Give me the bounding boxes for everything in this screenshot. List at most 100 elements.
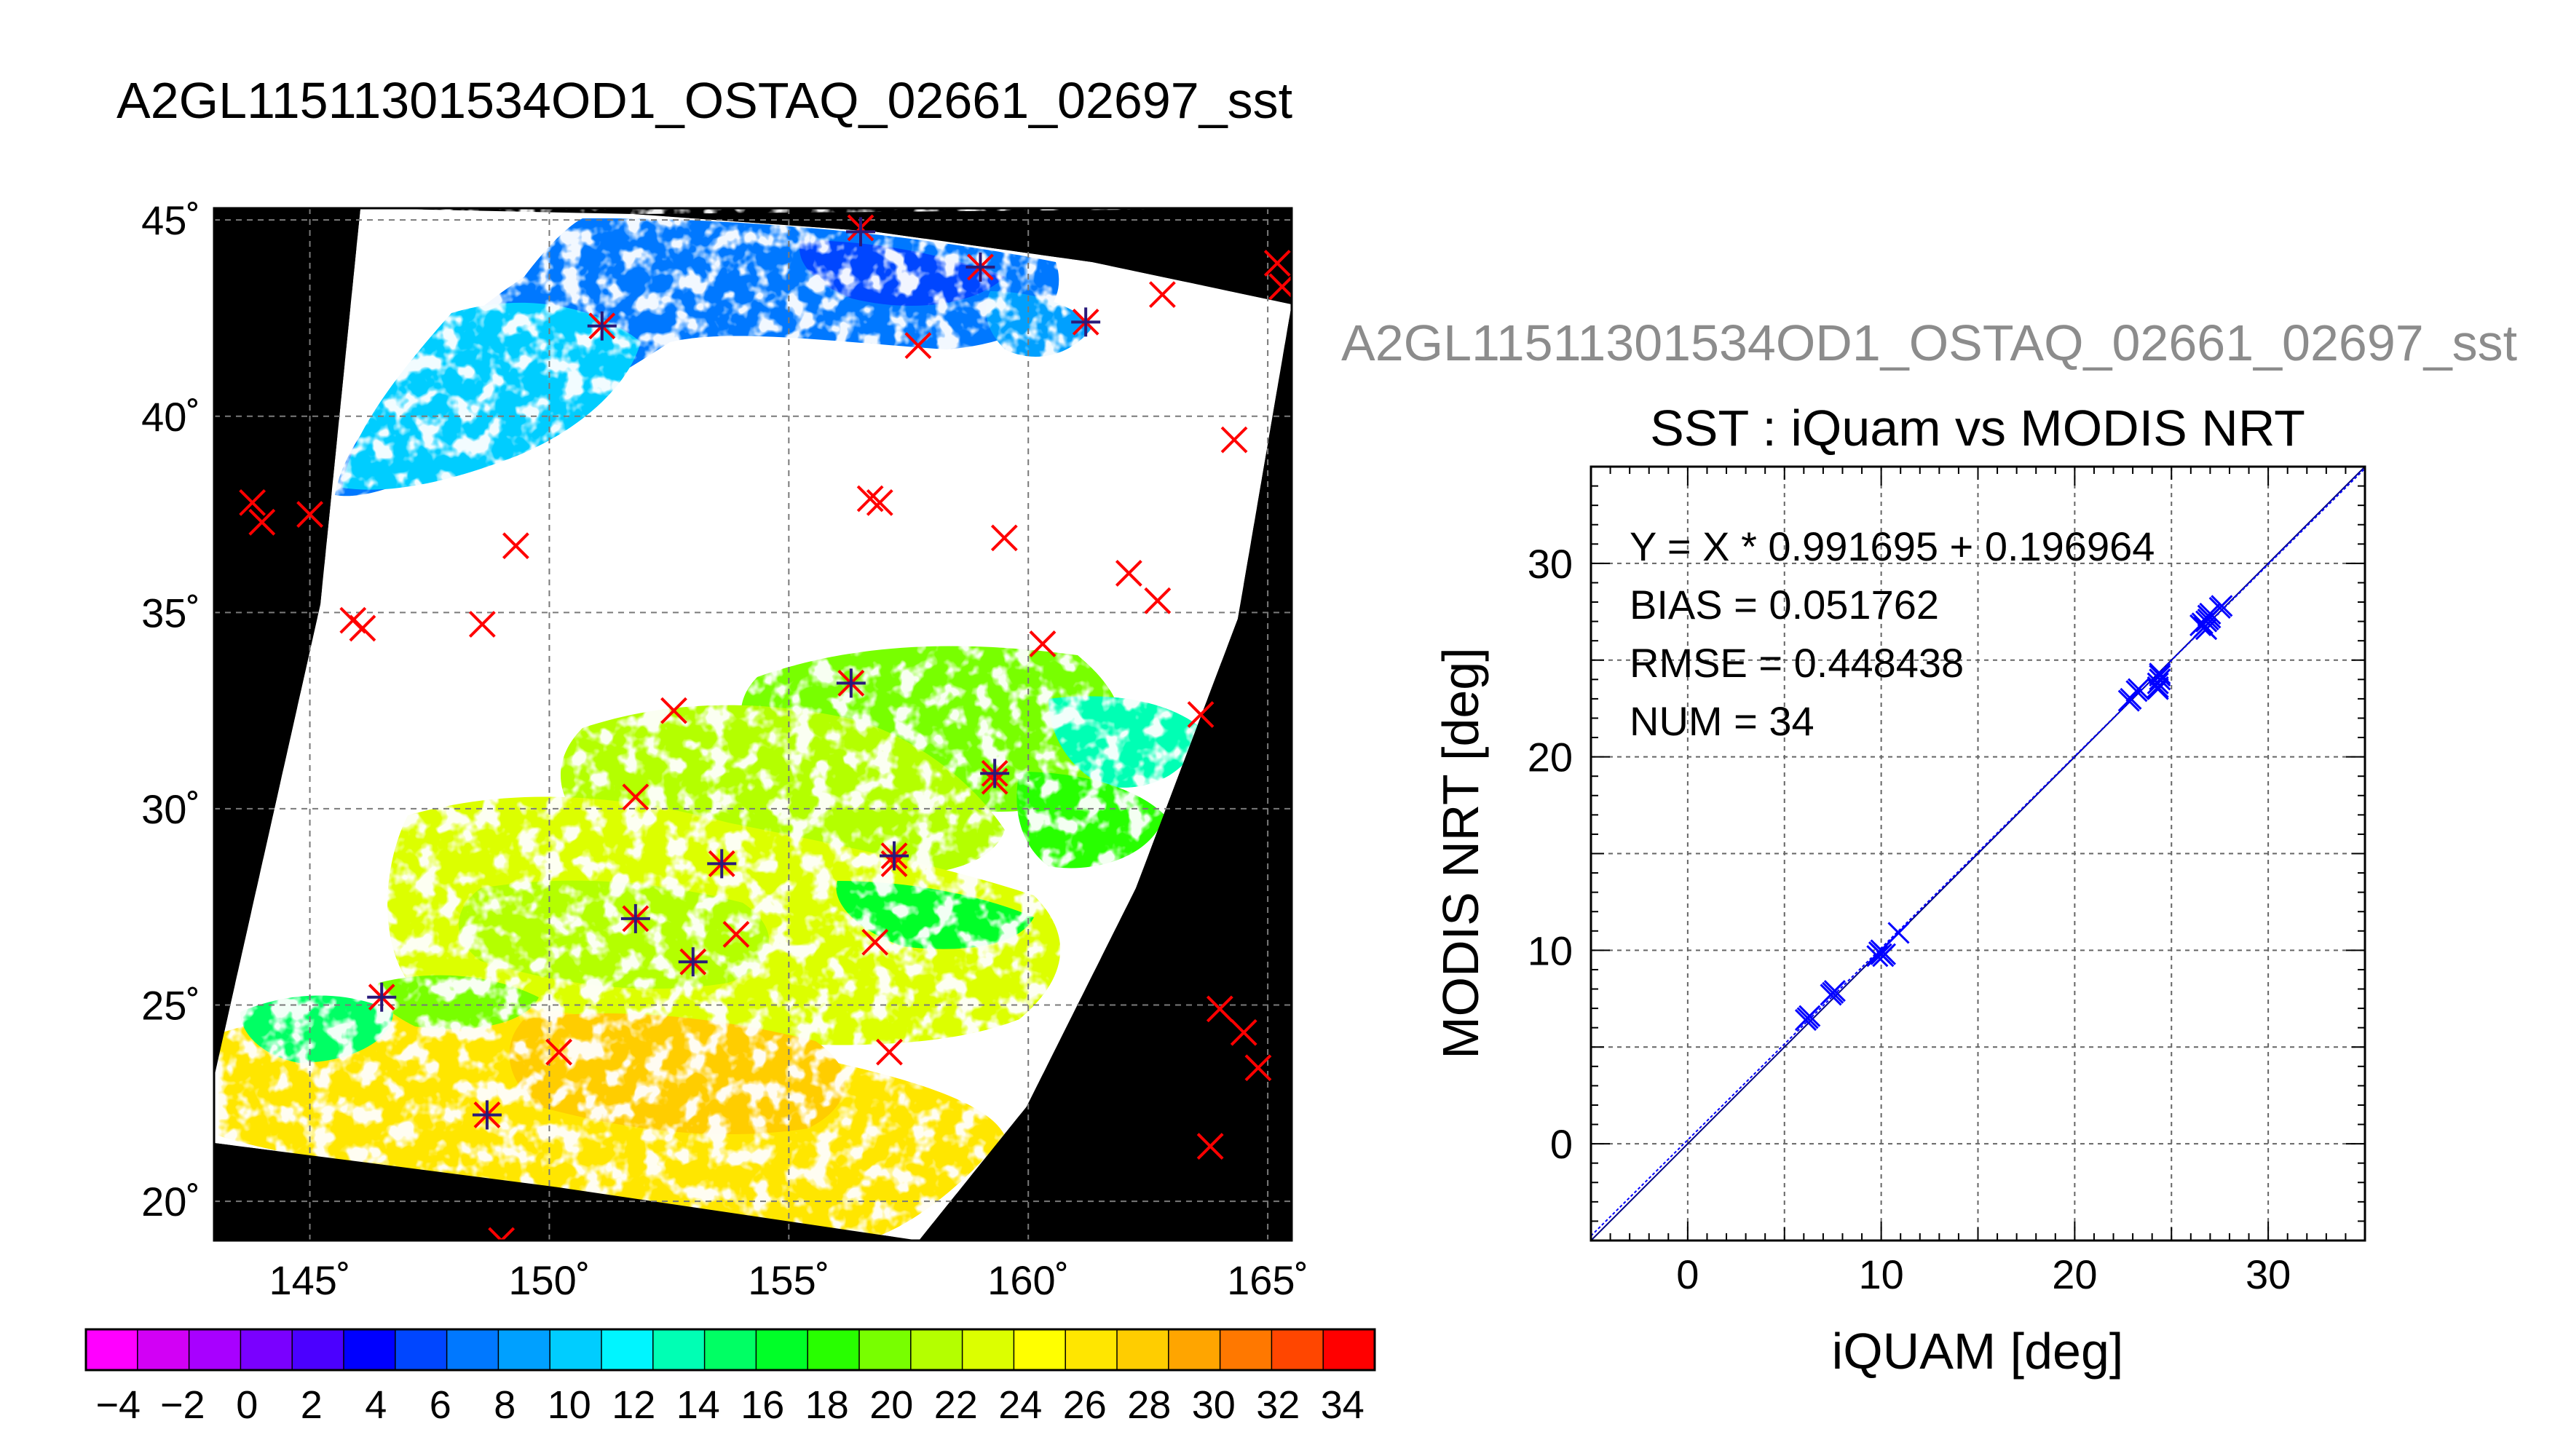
scatter-y-axis-label: MODIS NRT [deg] <box>1432 647 1489 1059</box>
iquam-marker <box>1148 281 1176 309</box>
iquam-marker <box>468 611 496 638</box>
iquam-marker <box>1332 1158 1357 1182</box>
colorbar-tick-label: 34 <box>1321 1383 1365 1427</box>
colorbar-cells <box>86 1329 1375 1370</box>
scatter-y-tick-label: 10 <box>1528 927 1573 973</box>
colorbar-tick-label: 28 <box>1127 1383 1171 1427</box>
scatter-ticks <box>1590 466 2366 1241</box>
scatter-point <box>2193 616 2216 638</box>
scatter-point <box>2147 678 2169 700</box>
map-y-tick-label: 30˚ <box>141 786 200 832</box>
rmse-value: RMSE = 0.448438 <box>1630 640 1964 686</box>
page-title: A2GL11511301534OD1_OSTAQ_02661_02697_sst <box>117 72 1292 129</box>
count-value: NUM = 34 <box>1630 698 1814 744</box>
iquam-marker <box>904 332 932 360</box>
colorbar-tick-label: 22 <box>934 1383 978 1427</box>
iquam-marker <box>349 614 376 642</box>
colorbar-tick-labels: −4 −2 0 2 4 6 8 10 12 14 16 18 20 22 24 26 28 30 32 34 <box>95 1383 1364 1427</box>
modis-marker <box>880 841 909 871</box>
colorbar-cell <box>652 1329 706 1370</box>
colorbar-cell <box>601 1329 654 1370</box>
iquam-marker <box>1268 273 1292 301</box>
iquam-marker <box>990 524 1018 552</box>
colorbar-cell <box>137 1329 190 1370</box>
scatter-x-tick-label: 0 <box>1676 1251 1699 1297</box>
scatter-y-tick-label: 0 <box>1550 1121 1573 1167</box>
scatter-point <box>1870 943 1892 965</box>
colorbar-cell <box>910 1329 963 1370</box>
iquam-marker <box>660 697 687 724</box>
map-y-tick-label: 35˚ <box>141 590 200 636</box>
modis-marker <box>836 668 866 698</box>
scatter-x-tick-label: 10 <box>1858 1251 1903 1297</box>
colorbar-tick-label: 32 <box>1256 1383 1300 1427</box>
colorbar-tick-label: −4 <box>95 1383 141 1427</box>
colorbar-tick-label: 24 <box>998 1383 1042 1427</box>
scatter-point <box>2147 672 2169 695</box>
modis-marker <box>620 903 650 933</box>
colorbar-cell <box>1323 1329 1375 1370</box>
colorbar-tick-label: 2 <box>301 1383 323 1427</box>
map-x-tick-label: 160˚ <box>987 1257 1069 1303</box>
iquam-marker <box>1244 1054 1272 1082</box>
iquam-marker <box>1206 995 1233 1023</box>
colorbar-cell <box>704 1329 757 1370</box>
scatter-point <box>2120 687 2142 710</box>
iquam-marker <box>1115 560 1142 587</box>
iquam-marker <box>866 488 893 516</box>
scatter-x-axis-label: iQUAM [deg] <box>1832 1323 2124 1380</box>
map-grid <box>214 208 1292 1241</box>
map-y-tick-label: 25˚ <box>141 983 200 1029</box>
colorbar-tick-label: 8 <box>494 1383 516 1427</box>
colorbar-cell <box>498 1329 550 1370</box>
colorbar-cell <box>292 1329 344 1370</box>
colorbar-cell <box>1220 1329 1272 1370</box>
colorbar-cell <box>240 1329 293 1370</box>
colorbar-cell <box>395 1329 448 1370</box>
iquam-marker <box>876 1038 903 1066</box>
colorbar-tick-label: 10 <box>548 1383 591 1427</box>
colorbar-cell <box>962 1329 1014 1370</box>
colorbar-cell <box>859 1329 912 1370</box>
colorbar-tick-label: 12 <box>612 1383 655 1427</box>
iquam-marker <box>622 783 649 811</box>
iquam-marker <box>1196 1133 1224 1160</box>
iquam-marker <box>545 1038 573 1066</box>
modis-marker <box>587 311 617 341</box>
iquam-marker <box>502 532 529 560</box>
scatter-point <box>2149 664 2171 687</box>
iquam-marker <box>1404 1216 1429 1241</box>
colorbar-cell <box>1117 1329 1169 1370</box>
colorbar-tick-label: 0 <box>236 1383 258 1427</box>
iquam-marker <box>239 488 266 516</box>
colorbar-cell <box>1168 1329 1221 1370</box>
iquam-marker <box>296 501 323 528</box>
scatter-point <box>1866 945 1889 968</box>
colorbar-cell <box>756 1329 808 1370</box>
colorbar-tick-label: 30 <box>1192 1383 1236 1427</box>
iquam-marker <box>488 1227 516 1241</box>
scatter-point <box>1887 922 1910 944</box>
colorbar-tick-label: 18 <box>805 1383 849 1427</box>
modis-marker <box>1071 307 1101 337</box>
colorbar-cell <box>1271 1329 1324 1370</box>
scatter-point <box>2195 610 2218 633</box>
map-frame <box>213 207 1293 1242</box>
iquam-marker <box>1263 250 1291 277</box>
iquam-marker <box>722 921 750 948</box>
scatter-point <box>1822 981 1844 1004</box>
map-x-tick-label: 145˚ <box>269 1257 351 1303</box>
colorbar-frame <box>84 1328 1376 1372</box>
bias-value: BIAS = 0.051762 <box>1630 582 1939 628</box>
map-y-tick-label: 20˚ <box>141 1179 200 1224</box>
iquam-marker <box>1029 630 1057 657</box>
iquam-marker <box>1187 701 1215 728</box>
colorbar-tick-label: 4 <box>365 1383 387 1427</box>
modis-marker <box>846 217 875 247</box>
colorbar-tick-label: −2 <box>160 1383 205 1427</box>
iquam-marker <box>861 928 889 956</box>
map-x-tick-labels: 145˚ 150˚ 155˚ 160˚ 165˚ <box>269 1257 1309 1303</box>
colorbar-cell <box>344 1329 396 1370</box>
iquam-marker <box>248 508 276 536</box>
scatter-point <box>2149 668 2171 691</box>
